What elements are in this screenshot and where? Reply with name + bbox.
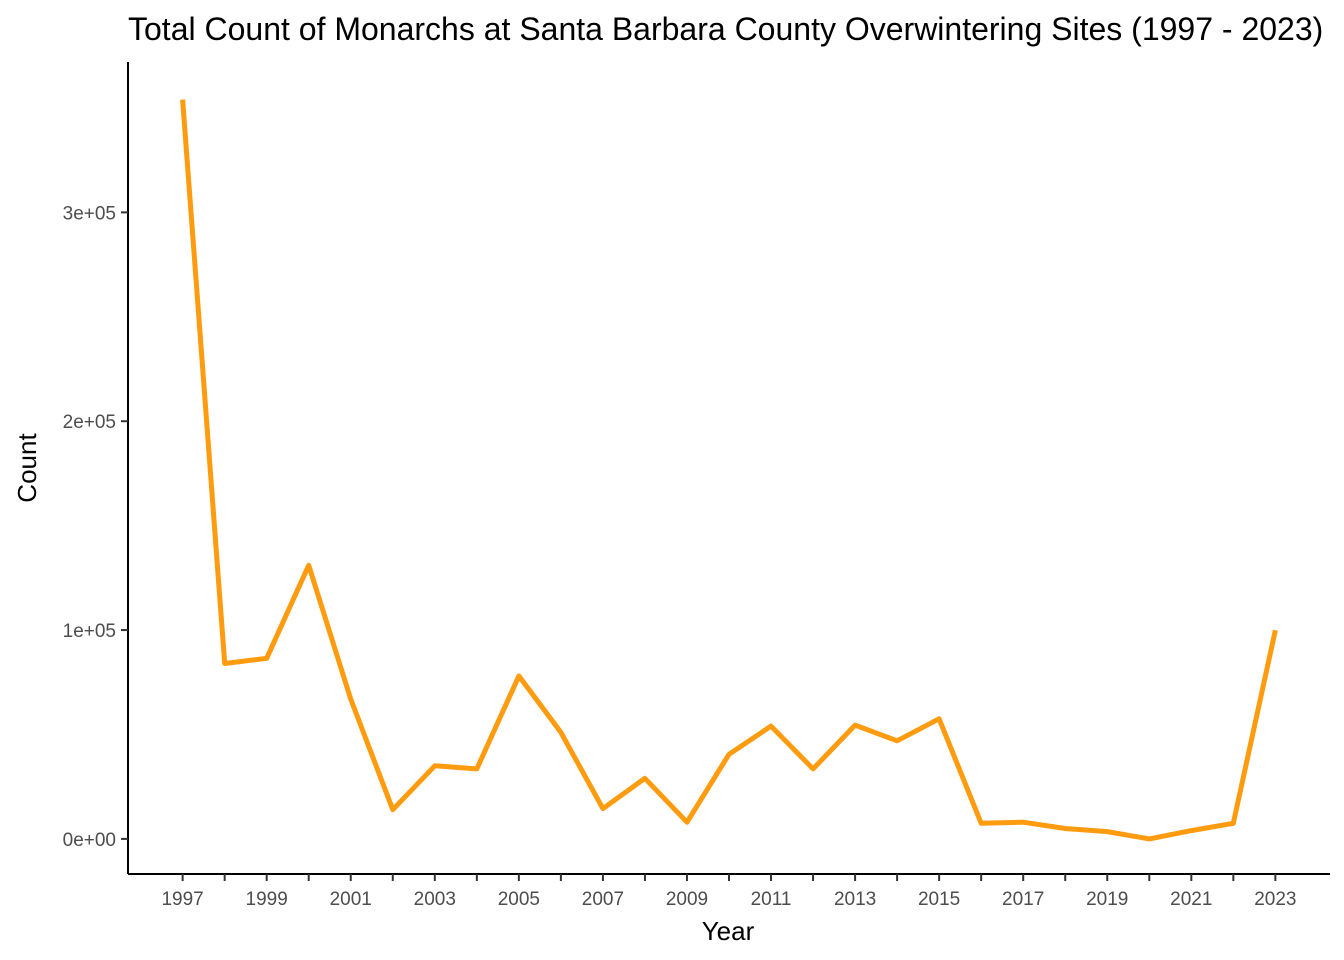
x-tick-label: 1999	[246, 889, 288, 910]
y-axis-ticks: 0e+00 1e+05 2e+05 3e+05	[63, 203, 128, 851]
y-tick-label: 0e+00	[63, 830, 116, 851]
chart-title: Total Count of Monarchs at Santa Barbara…	[128, 11, 1323, 47]
x-tick-label: 2021	[1170, 889, 1212, 910]
x-tick-label: 2009	[666, 889, 708, 910]
y-axis-title: Count	[12, 433, 42, 503]
x-tick-label: 2023	[1254, 889, 1296, 910]
x-tick-label: 2013	[834, 889, 876, 910]
x-axis-ticks: 1997 1999 2001 2003 2005 2007 2009 2011 2013 2015…	[161, 874, 1297, 910]
x-tick-label: 2005	[498, 889, 540, 910]
x-tick-label: 2003	[414, 889, 456, 910]
series-line	[180, 99, 1278, 842]
x-tick-label: 2011	[751, 889, 792, 910]
x-tick-label: 2001	[330, 889, 372, 910]
x-tick-label: 2015	[918, 889, 960, 910]
x-tick-label: 2019	[1086, 889, 1128, 910]
y-tick-label: 3e+05	[63, 203, 116, 224]
x-axis-title: Year	[702, 916, 755, 946]
y-tick-label: 1e+05	[63, 621, 116, 642]
y-tick-label: 2e+05	[63, 412, 116, 433]
x-tick-label: 2007	[582, 889, 624, 910]
x-tick-label: 1997	[161, 889, 203, 910]
x-tick-label: 2017	[1002, 889, 1044, 910]
plot-area	[180, 99, 1278, 842]
